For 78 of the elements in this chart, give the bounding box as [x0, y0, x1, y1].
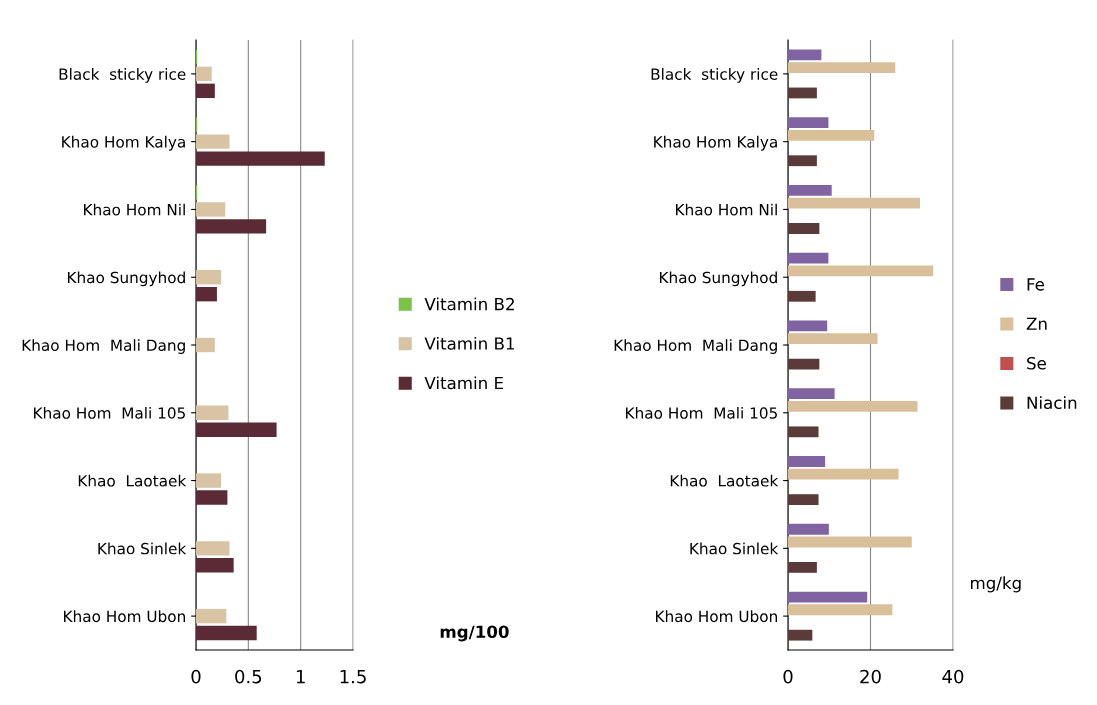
legend-label: Vitamin B2 [424, 297, 514, 311]
bar [788, 536, 912, 548]
bar [196, 219, 267, 234]
bar [788, 358, 820, 370]
y-tick-label: Khao Laotaek [670, 474, 779, 487]
y-tick-label: Khao Hom Mali Dang [22, 339, 185, 354]
bar [788, 629, 813, 641]
bar [788, 184, 832, 196]
legend-label: Niacin [1027, 396, 1077, 410]
y-tick-label: Khao Sinlek [98, 542, 187, 555]
bar [788, 129, 875, 141]
y-tick-label: Khao Hom Mali 105 [34, 406, 185, 419]
bar [196, 490, 228, 505]
bar [196, 337, 215, 353]
bar [196, 541, 230, 556]
y-tick-label: Black sticky rice [651, 68, 778, 83]
bar [196, 134, 230, 149]
bar [788, 591, 868, 603]
bar [788, 494, 819, 506]
bar [196, 66, 212, 82]
x-tick-label: 20 [860, 669, 881, 684]
bar [788, 388, 835, 400]
x-tick-label: 0 [783, 669, 793, 684]
bar [788, 62, 896, 73]
y-tick-label: Khao Hom Nil [84, 203, 185, 216]
x-tick-label: 0.5 [235, 669, 262, 684]
x-tick-label: 40 [942, 669, 964, 684]
y-tick-label: Khao Hom Ubon [656, 610, 777, 623]
x-tick-label: 0 [191, 669, 201, 684]
bar [788, 333, 878, 345]
bar [196, 202, 226, 217]
bar [788, 401, 918, 412]
y-tick-label: Khao Hom Nil [676, 203, 777, 216]
bar [196, 405, 229, 420]
y-tick-label: Khao Hom Ubon [64, 610, 185, 623]
text: mg/kg [971, 576, 1021, 593]
legend-label: Zn [1026, 317, 1047, 330]
bar [196, 286, 217, 302]
bar [788, 456, 826, 467]
y-tick-label: Khao Sungyhod [67, 271, 185, 287]
bar [788, 197, 920, 209]
bar [788, 523, 829, 535]
bar [788, 252, 829, 264]
bar [788, 155, 817, 167]
bar [788, 561, 817, 573]
bar [196, 270, 222, 285]
bar [196, 473, 222, 488]
bar [788, 49, 822, 61]
y-tick-label: Khao Hom Kalya [62, 135, 185, 151]
bar [196, 151, 325, 166]
legend-label: Vitamin E [424, 376, 503, 390]
y-tick-label: Khao Laotaek [78, 474, 187, 487]
bar [196, 83, 215, 99]
bar [788, 87, 817, 99]
bar [196, 608, 227, 624]
y-tick-label: Black sticky rice [59, 68, 186, 83]
x-tick-label: 1 [296, 670, 305, 684]
text: mg/100 [440, 625, 509, 642]
legend-label: Fe [1027, 278, 1045, 291]
y-tick-label: Khao Hom Kalya [654, 135, 777, 151]
y-tick-label: Khao Hom Mali 105 [626, 406, 777, 419]
bar [788, 426, 819, 438]
bar [788, 604, 893, 616]
bar [788, 290, 816, 302]
bar [788, 468, 899, 480]
bar [196, 625, 257, 641]
y-tick-label: Khao Sungyhod [659, 271, 777, 287]
bar [788, 117, 829, 129]
bar [788, 223, 820, 234]
bar [196, 558, 234, 573]
bar [788, 320, 828, 332]
legend-label: Se [1027, 356, 1046, 370]
x-tick-label: 1.5 [340, 670, 366, 684]
y-tick-label: Khao Sinlek [690, 542, 779, 555]
y-tick-label: Khao Hom Mali Dang [614, 339, 777, 354]
legend-label: Vitamin B1 [424, 336, 515, 350]
bar [788, 265, 934, 277]
bar [196, 422, 277, 437]
